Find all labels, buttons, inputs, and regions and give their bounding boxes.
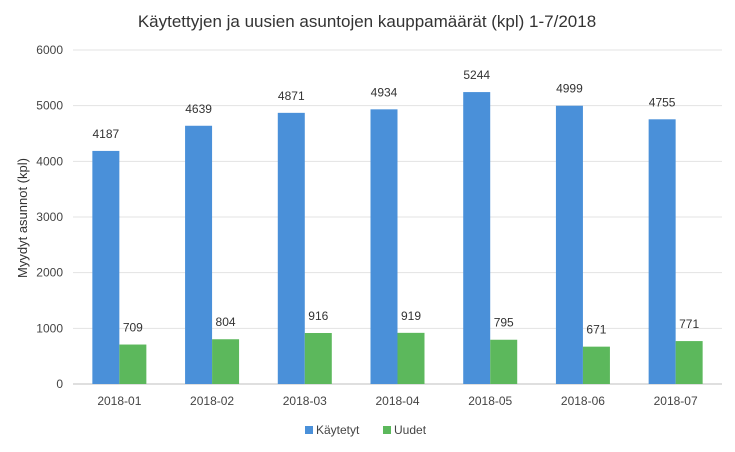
y-tick-label: 1000 [36,321,63,335]
data-label: 709 [123,321,143,335]
data-label: 919 [401,309,421,323]
data-label: 4934 [371,85,398,99]
bar-käytetyt-2018-01 [92,150,120,384]
bar-käytetyt-2018-06 [555,105,583,384]
data-label: 804 [216,315,236,329]
y-axis-label: Myydyt asunnot (kpl) [15,158,30,278]
data-label: 4639 [185,102,212,116]
bar-uudet-2018-01 [119,344,147,384]
legend-swatch-uudet [383,426,391,434]
bars [92,92,703,385]
bar-uudet-2018-03 [304,333,332,384]
bar-uudet-2018-02 [212,339,240,384]
y-tick-label: 0 [56,377,63,391]
y-tick-label: 6000 [36,43,63,57]
x-tick-label: 2018-03 [283,394,327,408]
x-axis-ticks: 2018-01 2018-02 2018-03 2018-04 2018-05 2018-… [97,394,698,408]
x-tick-label: 2018-04 [375,394,419,408]
legend-swatch-käytetyt [305,426,313,434]
data-label: 4999 [556,82,583,96]
data-label: 4871 [278,89,305,103]
data-label: 771 [679,317,699,331]
bar-käytetyt-2018-03 [277,112,305,385]
data-label: 795 [494,316,514,330]
x-tick-label: 2018-05 [468,394,512,408]
data-label: 4187 [93,127,120,141]
bar-uudet-2018-06 [582,346,610,384]
x-tick-label: 2018-02 [190,394,234,408]
data-labels: 4187 709 4639 804 4871 916 4934 919 5244 795 4999 6… [93,68,700,337]
bar-käytetyt-2018-04 [370,109,398,384]
bar-uudet-2018-05 [490,339,518,384]
y-tick-label: 5000 [36,99,63,113]
data-label: 671 [586,323,606,337]
x-tick-label: 2018-06 [561,394,605,408]
legend-label: Käytetyt [316,423,360,437]
y-tick-label: 4000 [36,154,63,168]
data-label: 916 [308,309,328,323]
bar-käytetyt-2018-07 [648,119,676,385]
y-axis-ticks: 0 1000 2000 3000 4000 5000 6000 [36,43,63,391]
chart-title: Käytettyjen ja uusien asuntojen kauppamä… [138,12,596,31]
y-tick-label: 2000 [36,266,63,280]
data-label: 5244 [463,68,490,82]
bar-uudet-2018-04 [397,332,425,384]
y-tick-label: 3000 [36,210,63,224]
bar-käytetyt-2018-02 [185,125,213,385]
data-label: 4755 [649,95,676,109]
legend: Käytetyt Uudet [305,423,427,437]
bar-uudet-2018-07 [675,341,703,384]
x-tick-label: 2018-01 [97,394,141,408]
legend-label: Uudet [394,423,427,437]
bar-käytetyt-2018-05 [463,92,491,385]
x-tick-label: 2018-07 [654,394,698,408]
